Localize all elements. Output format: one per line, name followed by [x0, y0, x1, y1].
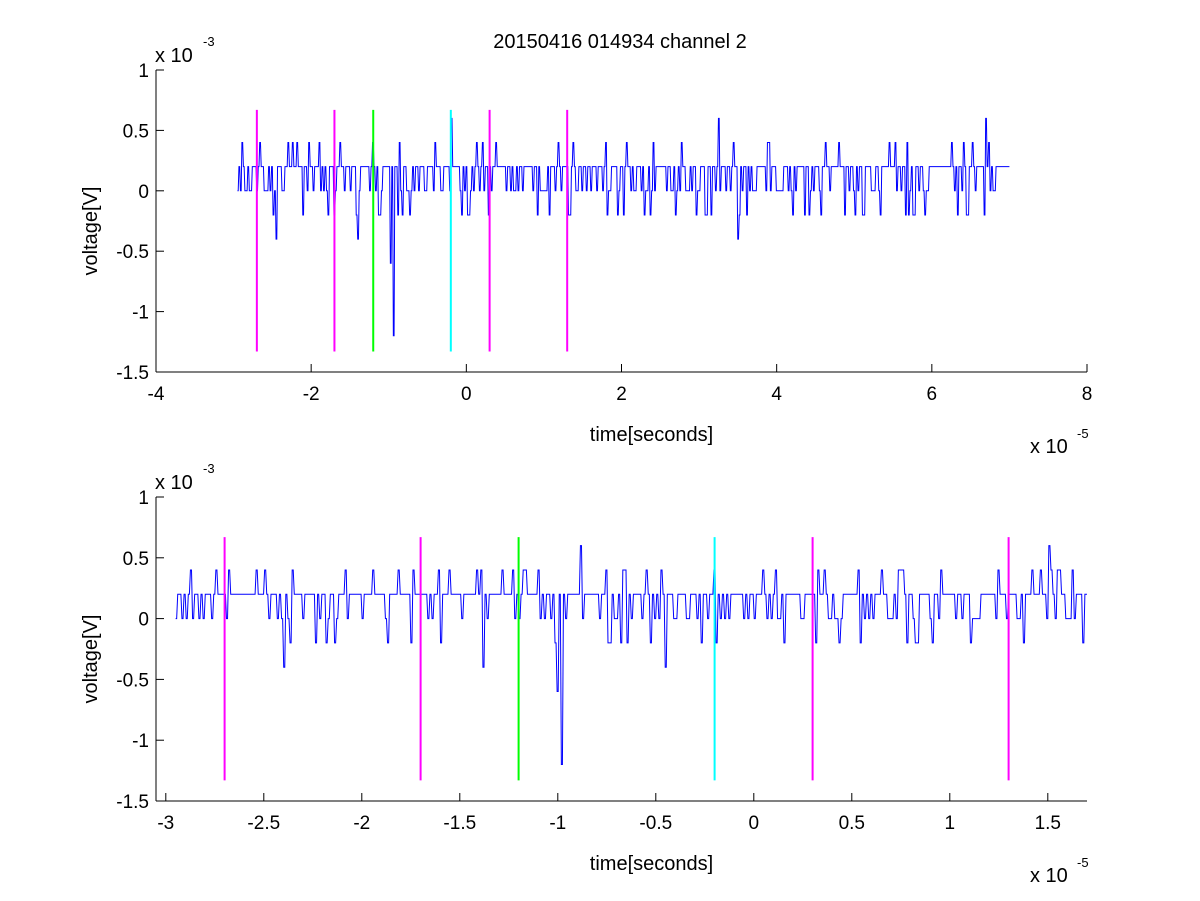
- y-tick-label: 0: [138, 610, 149, 631]
- x-tick-label: -2: [303, 384, 320, 405]
- x-tick-label: -3: [157, 813, 174, 834]
- y-tick-label: 1: [138, 488, 149, 509]
- x-tick-label: 0: [461, 384, 472, 405]
- y-exponent-power: -3: [203, 34, 215, 49]
- x-exponent-power: -5: [1077, 426, 1089, 441]
- x-tick-label: 1: [945, 813, 956, 834]
- x-tick-label: -1.5: [443, 813, 476, 834]
- x-tick-label: 0.5: [839, 813, 865, 834]
- y-tick-label: 1: [138, 61, 149, 82]
- y-tick-label: -0.5: [116, 670, 149, 691]
- x-tick-label: 0: [749, 813, 760, 834]
- x-tick-label: 1.5: [1035, 813, 1061, 834]
- x-axis-label: time[seconds]: [590, 424, 713, 446]
- bottom-subplot: -3 -2.5 -2 -1.5 -1 -0.5 0 0.5 1 1.5 1 0.5 0 -0.5 -1 -1.…: [80, 461, 1089, 887]
- y-tick-label: 0: [138, 182, 149, 203]
- x-tick-label: -0.5: [639, 813, 672, 834]
- y-tick-label: 0.5: [123, 121, 149, 142]
- x-exponent-label: x 10: [1030, 436, 1068, 458]
- x-tick-label: 2: [616, 384, 627, 405]
- y-exponent-power: -3: [203, 461, 215, 476]
- y-exponent-label: x 10: [155, 45, 193, 67]
- y-tick-label: 0.5: [123, 549, 149, 570]
- figure-title: 20150416 014934 channel 2: [493, 31, 747, 53]
- x-axis-label: time[seconds]: [590, 853, 713, 875]
- y-tick-label: -0.5: [116, 242, 149, 263]
- x-tick-label: -4: [148, 384, 165, 405]
- y-axis-label: voltage[V]: [80, 615, 102, 704]
- x-tick-label: -1: [549, 813, 566, 834]
- top-subplot: -4 -2 0 2 4 6 8 1 0.5 0 -0.5 -1 -1.5 time[seconds] vol…: [80, 34, 1092, 458]
- x-tick-label: -2: [353, 813, 370, 834]
- signal-trace: [237, 117, 1010, 337]
- y-axis-label: voltage[V]: [80, 187, 102, 276]
- y-tick-label: -1: [132, 731, 149, 752]
- y-tick-label: -1.5: [116, 792, 149, 813]
- x-exponent-power: -5: [1077, 855, 1089, 870]
- y-tick-label: -1: [132, 303, 149, 324]
- x-tick-label: 8: [1082, 384, 1093, 405]
- y-exponent-label: x 10: [155, 472, 193, 494]
- signal-trace: [175, 545, 1087, 766]
- y-tick-label: -1.5: [116, 363, 149, 384]
- x-tick-label: 6: [927, 384, 938, 405]
- x-tick-label: -2.5: [247, 813, 280, 834]
- x-tick-label: 4: [771, 384, 782, 405]
- x-exponent-label: x 10: [1030, 865, 1068, 887]
